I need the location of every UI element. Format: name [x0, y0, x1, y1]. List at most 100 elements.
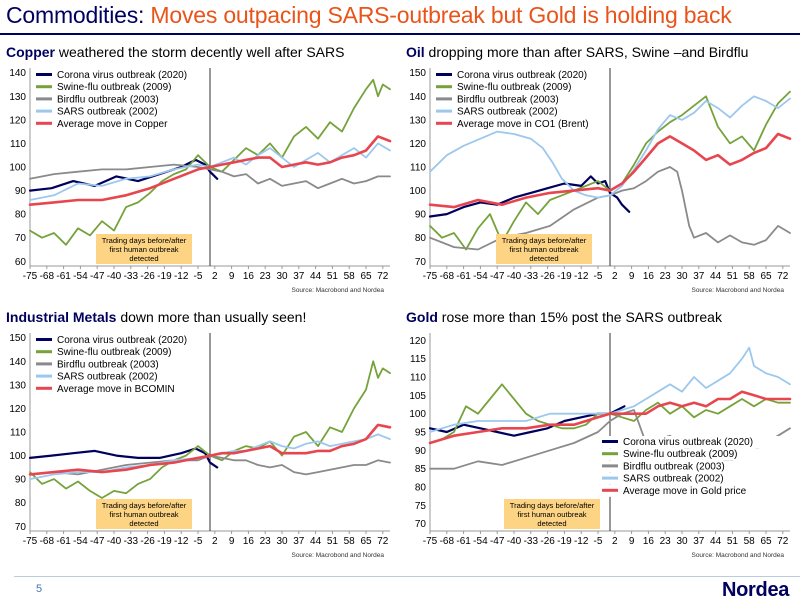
copper-y-tick-label: 130 [9, 92, 26, 103]
gold-y-tick-label: 105 [409, 391, 426, 402]
gold-chart-panel: Gold rose more than 15% post the SARS ou… [406, 309, 798, 567]
copper-x-tick-label: -75 [23, 271, 38, 282]
oil-x-tick-label: 65 [760, 271, 772, 282]
nordea-logo: Nordea [722, 579, 790, 601]
industrial-metals-series-avg [28, 423, 392, 476]
oil-chart-title-rest: dropping more than after SARS, Swine –an… [424, 44, 749, 60]
oil-x-tick-label: 16 [643, 271, 655, 282]
gold-series-sars [429, 346, 791, 433]
copper-y-tick-label: 140 [9, 68, 26, 79]
oil-x-tick-label: 51 [727, 271, 739, 282]
gold-y-tick-label: 100 [409, 409, 426, 420]
industrial-metals-x-tick-label: 72 [377, 536, 389, 547]
gold-x-tick-label: -26 [540, 536, 555, 547]
copper-x-tick-label: 51 [327, 271, 339, 282]
copper-chart-title-rest: weathered the storm decently well after … [55, 44, 345, 60]
gold-x-tick-label: -12 [574, 536, 589, 547]
copper-y-tick-label: 70 [15, 233, 27, 244]
oil-x-tick-label: -26 [540, 271, 555, 282]
oil-x-tick-label: -19 [557, 271, 572, 282]
oil-x-tick-label: 9 [629, 271, 635, 282]
copper-x-tick-label: 9 [229, 271, 235, 282]
industrial-metals-note-box [96, 499, 192, 529]
oil-x-tick-label: -54 [473, 271, 488, 282]
copper-legend-label: Corona virus outbreak (2020) [57, 70, 187, 81]
copper-x-tick-label: -68 [40, 271, 55, 282]
oil-series-bird [429, 166, 791, 251]
copper-x-tick-label: 2 [212, 271, 218, 282]
industrial-metals-note-text: first human outbreak [109, 510, 178, 519]
oil-x-tick-label: 58 [744, 271, 756, 282]
industrial-metals-x-tick-label: -61 [56, 536, 71, 547]
industrial-metals-legend-label: Corona virus outbreak (2020) [57, 335, 187, 346]
gold-x-tick-label: 44 [710, 536, 722, 547]
oil-legend-label: Birdflu outbreak (2003) [457, 94, 559, 105]
gold-legend-bg [598, 448, 784, 461]
gold-x-tick-label: -19 [557, 536, 572, 547]
copper-series-avg [28, 135, 392, 206]
gold-x-tick-label: 51 [727, 536, 739, 547]
oil-y-tick-label: 150 [409, 68, 426, 79]
gold-y-tick-label: 75 [415, 501, 427, 512]
gold-x-tick-label: -5 [594, 536, 603, 547]
oil-x-tick-label: 2 [612, 271, 618, 282]
copper-x-tick-label: 37 [293, 271, 305, 282]
industrial-metals-legend-label: Swine-flu outbreak (2009) [57, 347, 172, 358]
oil-y-tick-label: 110 [410, 163, 426, 174]
oil-y-tick-label: 120 [409, 139, 426, 150]
gold-x-tick-label: 30 [676, 536, 688, 547]
copper-x-tick-label: -40 [107, 271, 122, 282]
industrial-metals-x-tick-label: 16 [243, 536, 255, 547]
copper-x-tick-label: -54 [73, 271, 88, 282]
industrial-metals-chart-title: Industrial Metals down more than usually… [6, 309, 306, 325]
copper-x-tick-label: -12 [174, 271, 189, 282]
oil-legend-label: Swine-flu outbreak (2009) [457, 82, 572, 93]
industrial-metals-chart-title-rest: down more than usually seen! [116, 309, 307, 325]
industrial-metals-x-tick-label: 37 [293, 536, 305, 547]
copper-y-tick-label: 120 [9, 115, 26, 126]
industrial-metals-x-tick-label: 51 [327, 536, 339, 547]
gold-x-tick-label: -75 [423, 536, 438, 547]
gold-chart-title-bold: Gold [406, 309, 438, 325]
oil-legend-label: Corona virus outbreak (2020) [457, 70, 587, 81]
copper-y-tick-label: 90 [15, 186, 27, 197]
industrial-metals-x-tick-label: 23 [260, 536, 272, 547]
industrial-metals-source: Source: Macrobond and Nordea [291, 552, 384, 559]
oil-chart-title-bold: Oil [406, 44, 425, 60]
gold-x-tick-label: 65 [760, 536, 772, 547]
industrial-metals-chart-title-bold: Industrial Metals [6, 309, 117, 325]
copper-y-tick-label: 100 [9, 163, 26, 174]
industrial-metals-x-tick-label: 2 [212, 536, 218, 547]
gold-x-tick-label: -61 [456, 536, 471, 547]
industrial-metals-legend-label: Birdflu outbreak (2003) [57, 359, 159, 370]
page-title: Commodities: Moves outpacing SARS-outbre… [6, 2, 732, 29]
industrial-metals-x-tick-label: -19 [157, 536, 172, 547]
copper-legend-label: Birdflu outbreak (2003) [57, 94, 159, 105]
copper-x-tick-label: -5 [194, 271, 203, 282]
oil-x-tick-label: 37 [693, 271, 705, 282]
industrial-metals-y-tick-label: 80 [15, 498, 27, 509]
industrial-metals-y-tick-label: 140 [9, 357, 26, 368]
gold-series-avg [428, 390, 792, 445]
gold-x-tick-label: -68 [440, 536, 455, 547]
gold-x-tick-label: -40 [507, 536, 522, 547]
copper-x-tick-label: 72 [377, 271, 389, 282]
copper-y-tick-label: 60 [15, 257, 27, 268]
oil-x-tick-label: -33 [524, 271, 539, 282]
gold-legend-label: Birdflu outbreak (2003) [623, 461, 725, 472]
industrial-metals-note-text: Trading days before/after [102, 501, 187, 510]
industrial-metals-x-tick-label: 58 [344, 536, 356, 547]
oil-source: Source: Macrobond and Nordea [691, 287, 784, 294]
industrial-metals-y-tick-label: 130 [9, 380, 26, 391]
oil-legend-label: Average move in CO1 (Brent) [457, 119, 589, 130]
copper-x-tick-label: 44 [310, 271, 322, 282]
gold-legend-label: Swine-flu outbreak (2009) [623, 449, 738, 460]
oil-chart-panel: Oil dropping more than after SARS, Swine… [406, 44, 798, 302]
title-rule [0, 33, 800, 35]
oil-x-tick-label: 72 [777, 271, 789, 282]
copper-x-tick-label: 16 [243, 271, 255, 282]
oil-note-text: detected [529, 254, 558, 263]
gold-y-tick-label: 120 [409, 336, 426, 347]
gold-x-tick-label: -54 [473, 536, 488, 547]
